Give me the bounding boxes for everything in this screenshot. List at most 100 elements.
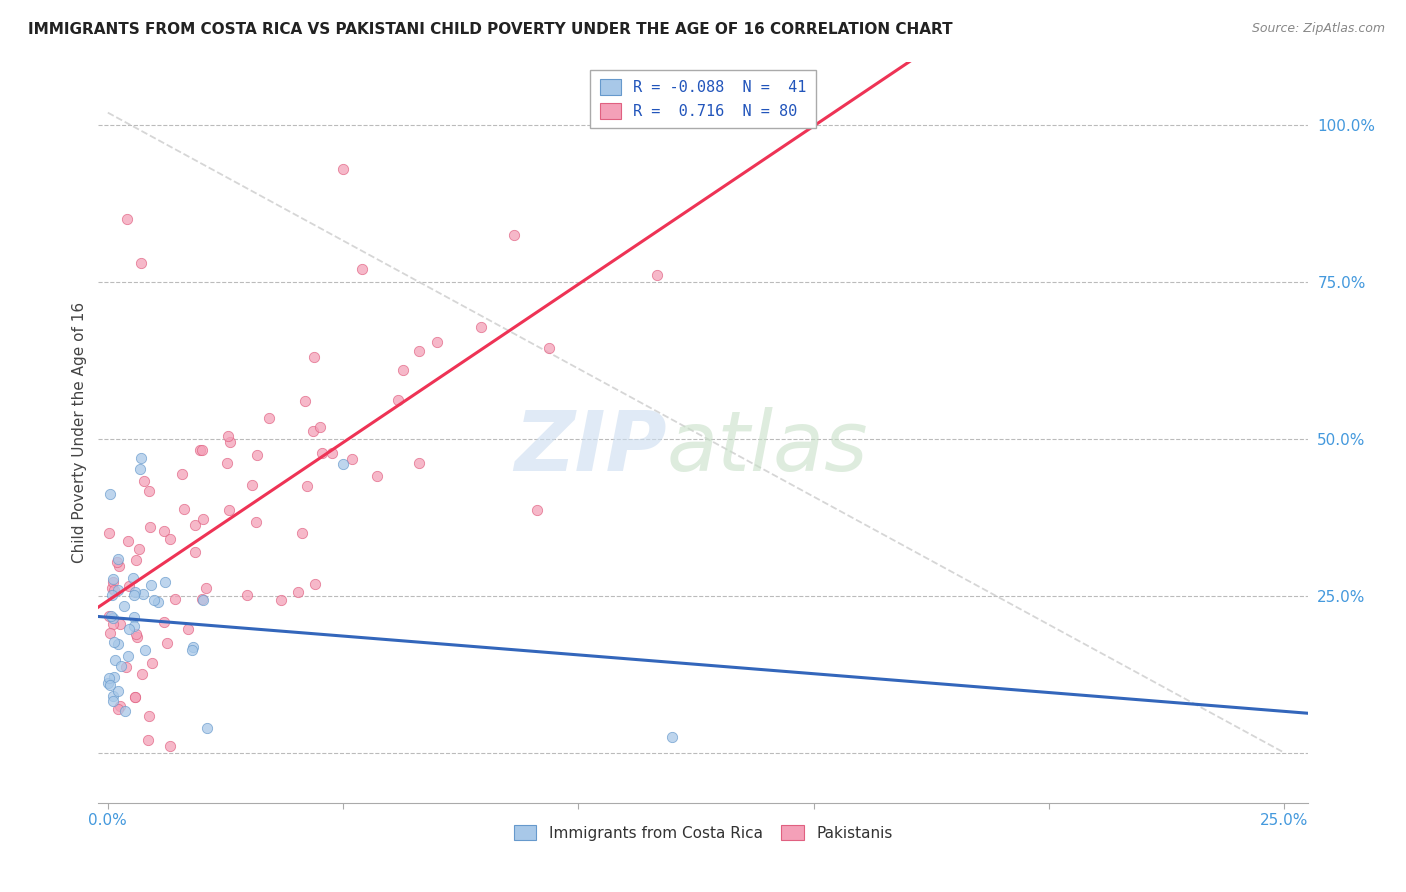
Point xyxy=(107,582,129,597)
Point xyxy=(366,469,388,483)
Point xyxy=(332,457,354,471)
Point xyxy=(117,533,139,548)
Point xyxy=(122,610,145,624)
Point xyxy=(98,626,121,640)
Point xyxy=(108,617,131,632)
Point xyxy=(103,575,125,590)
Point xyxy=(131,666,153,681)
Point xyxy=(131,587,153,601)
Point xyxy=(181,640,204,654)
Point xyxy=(152,524,174,538)
Point xyxy=(163,591,186,606)
Point xyxy=(180,643,202,657)
Point xyxy=(153,575,176,590)
Point xyxy=(661,730,683,744)
Point xyxy=(391,362,413,376)
Point xyxy=(101,690,124,704)
Point xyxy=(138,709,160,723)
Point xyxy=(98,487,121,501)
Point xyxy=(645,268,668,282)
Point xyxy=(287,585,309,599)
Point xyxy=(236,589,259,603)
Point xyxy=(103,693,125,707)
Point xyxy=(97,525,120,540)
Point xyxy=(103,653,125,667)
Point xyxy=(107,552,129,566)
Point xyxy=(190,442,212,457)
Point xyxy=(101,572,124,586)
Point xyxy=(295,479,318,493)
Text: atlas: atlas xyxy=(666,407,869,488)
Point xyxy=(240,478,263,492)
Point xyxy=(184,545,207,559)
Point xyxy=(246,449,269,463)
Point xyxy=(270,593,292,607)
Point xyxy=(321,446,343,460)
Point xyxy=(159,739,181,754)
Point xyxy=(148,595,170,609)
Text: IMMIGRANTS FROM COSTA RICA VS PAKISTANI CHILD POVERTY UNDER THE AGE OF 16 CORREL: IMMIGRANTS FROM COSTA RICA VS PAKISTANI … xyxy=(28,22,953,37)
Point xyxy=(100,581,122,595)
Point xyxy=(408,344,430,359)
Point xyxy=(124,585,146,599)
Point xyxy=(98,677,121,691)
Point xyxy=(245,516,267,530)
Point xyxy=(294,393,316,408)
Point xyxy=(177,622,200,636)
Point xyxy=(129,462,152,476)
Point xyxy=(191,592,214,607)
Point xyxy=(138,484,160,499)
Point xyxy=(291,526,314,541)
Point xyxy=(124,690,146,705)
Point xyxy=(184,518,207,533)
Point xyxy=(100,609,122,624)
Point xyxy=(139,519,162,533)
Point xyxy=(107,683,129,698)
Point xyxy=(125,553,148,567)
Point xyxy=(122,619,145,633)
Point xyxy=(218,502,240,516)
Point xyxy=(128,542,150,557)
Point xyxy=(156,636,179,650)
Point xyxy=(215,456,238,470)
Point xyxy=(107,637,129,651)
Point xyxy=(97,608,120,623)
Point xyxy=(470,319,492,334)
Point xyxy=(103,583,125,598)
Point xyxy=(97,676,120,690)
Point xyxy=(159,533,181,547)
Point xyxy=(132,474,155,488)
Point xyxy=(125,626,148,640)
Point xyxy=(342,452,364,467)
Point xyxy=(304,577,326,591)
Point xyxy=(127,630,149,644)
Point xyxy=(426,334,449,349)
Point xyxy=(537,341,560,355)
Point xyxy=(302,350,325,364)
Point xyxy=(124,690,146,704)
Point xyxy=(259,411,281,425)
Point xyxy=(129,256,152,270)
Point xyxy=(129,450,152,465)
Point xyxy=(117,649,139,664)
Point xyxy=(107,702,129,716)
Point xyxy=(110,658,132,673)
Point xyxy=(134,643,156,657)
Point xyxy=(194,582,217,596)
Text: Source: ZipAtlas.com: Source: ZipAtlas.com xyxy=(1251,22,1385,36)
Point xyxy=(103,670,125,684)
Point xyxy=(108,698,131,713)
Point xyxy=(308,420,330,434)
Point xyxy=(217,429,239,443)
Point xyxy=(108,558,131,573)
Point xyxy=(118,622,141,636)
Point xyxy=(188,443,211,458)
Point xyxy=(115,660,138,674)
Point xyxy=(141,578,163,592)
Point xyxy=(191,512,214,526)
Legend: Immigrants from Costa Rica, Pakistanis: Immigrants from Costa Rica, Pakistanis xyxy=(508,819,898,847)
Point xyxy=(98,671,121,685)
Point xyxy=(302,425,325,439)
Point xyxy=(103,635,125,649)
Point xyxy=(143,593,166,607)
